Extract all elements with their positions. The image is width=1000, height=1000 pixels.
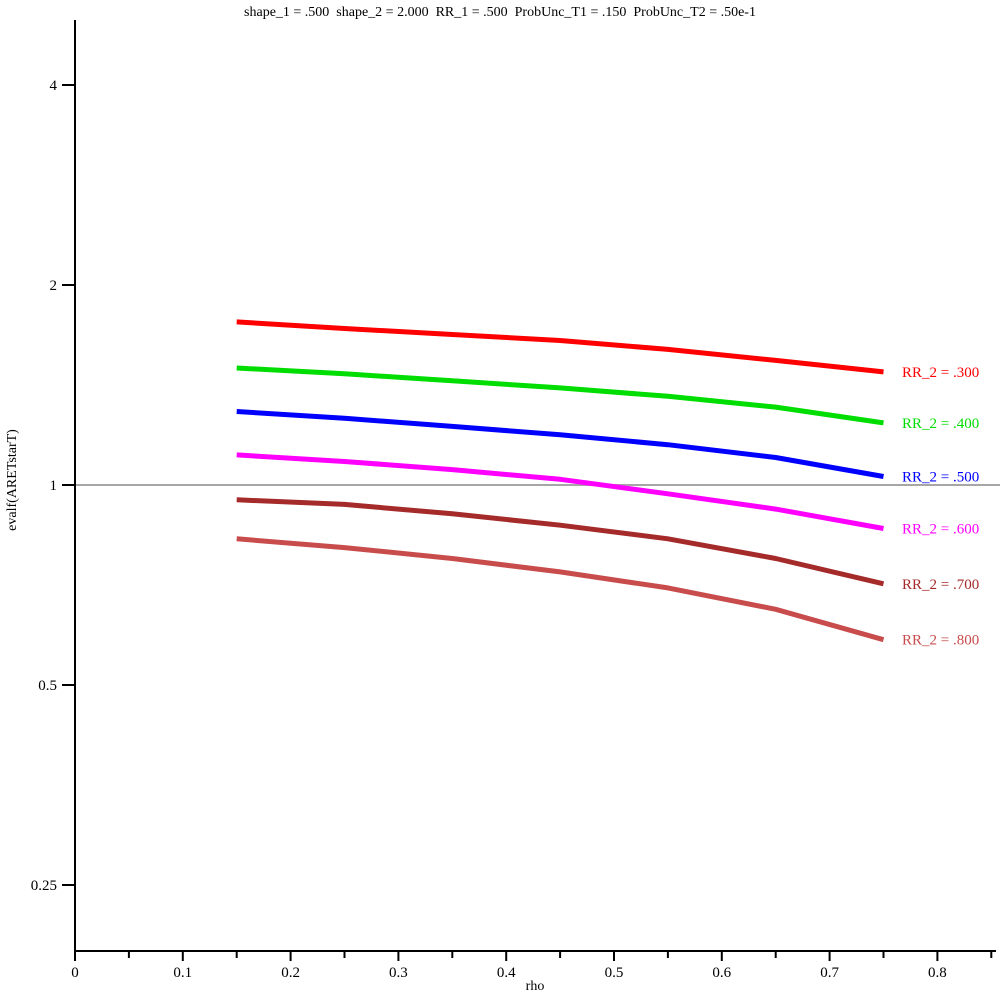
y-tick-label: 2 [50,278,58,294]
x-tick-label: 0 [71,965,79,981]
x-tick-label: 0.2 [281,965,300,981]
curve-2400 [236,365,884,426]
curve-label: RR_2 = .500 [902,469,979,485]
x-tick-label: 0.1 [173,965,192,981]
curve-label: RR_2 = .400 [902,416,979,432]
y-tick-label: 1 [50,478,58,494]
curve-2700 [236,497,885,587]
curve-2600 [236,452,884,531]
curve-label: RR_2 = .700 [902,577,979,593]
x-tick-label: 0.7 [820,965,839,981]
curve-label: RR_2 = .600 [902,522,979,538]
x-tick-label: 0.5 [605,965,624,981]
x-tick-label: 0.6 [712,965,731,981]
y-tick-label: 0.5 [38,678,57,694]
x-tick-label: 0.8 [928,965,947,981]
y-axis-label: evalf(ARETstarT) [5,429,20,531]
plot-title: shape_1 = .500 shape_2 = 2.000 RR_1 = .5… [244,5,756,20]
curve-label: RR_2 = .800 [902,633,979,649]
curve-2800 [236,536,885,643]
curve-label: RR_2 = .300 [902,365,979,381]
x-axis-label: rho [525,979,545,994]
curve-2300 [236,319,884,375]
y-tick-label: 4 [50,78,58,94]
y-tick-label: 0.25 [31,878,57,894]
x-tick-label: 0.4 [497,965,516,981]
curve-2500 [236,409,884,479]
x-tick-label: 0.3 [389,965,408,981]
